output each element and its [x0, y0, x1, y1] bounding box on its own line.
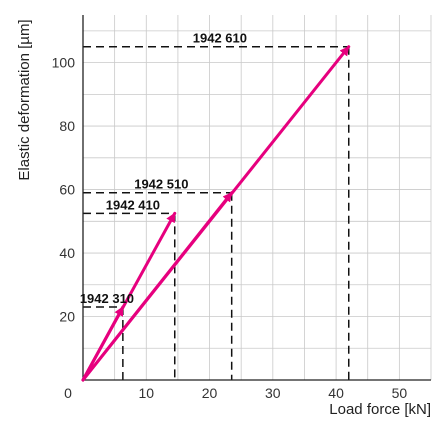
series-labels: 1942 310 1942 410 1942 510 1942 610	[80, 31, 247, 306]
grid	[83, 15, 432, 380]
series-line	[81, 211, 177, 382]
x-tick-label: 20	[202, 385, 218, 401]
x-tick-label: 40	[328, 385, 344, 401]
x-tick-label: 50	[392, 385, 408, 401]
series-label: 1942 410	[106, 197, 160, 212]
x-tick-label: 0	[64, 385, 72, 401]
x-tick-labels: 0 10 20 30 40 50	[64, 385, 407, 401]
x-axis-title: Load force [kN]	[329, 401, 431, 418]
x-tick-label: 30	[265, 385, 281, 401]
series-line	[81, 45, 351, 382]
data-series	[81, 45, 351, 382]
y-tick-label: 100	[52, 55, 76, 71]
y-tick-label: 80	[59, 118, 75, 134]
y-tick-label: 20	[59, 309, 75, 325]
y-tick-label: 60	[59, 182, 75, 198]
series-label: 1942 510	[134, 177, 188, 192]
axes	[82, 15, 431, 381]
x-tick-label: 10	[138, 385, 154, 401]
y-tick-labels: 20 40 60 80 100	[52, 55, 76, 325]
y-tick-label: 40	[59, 245, 75, 261]
series-label: 1942 610	[193, 31, 247, 46]
y-axis-title: Elastic deformation [µm]	[16, 19, 33, 180]
series-label: 1942 310	[80, 291, 134, 306]
